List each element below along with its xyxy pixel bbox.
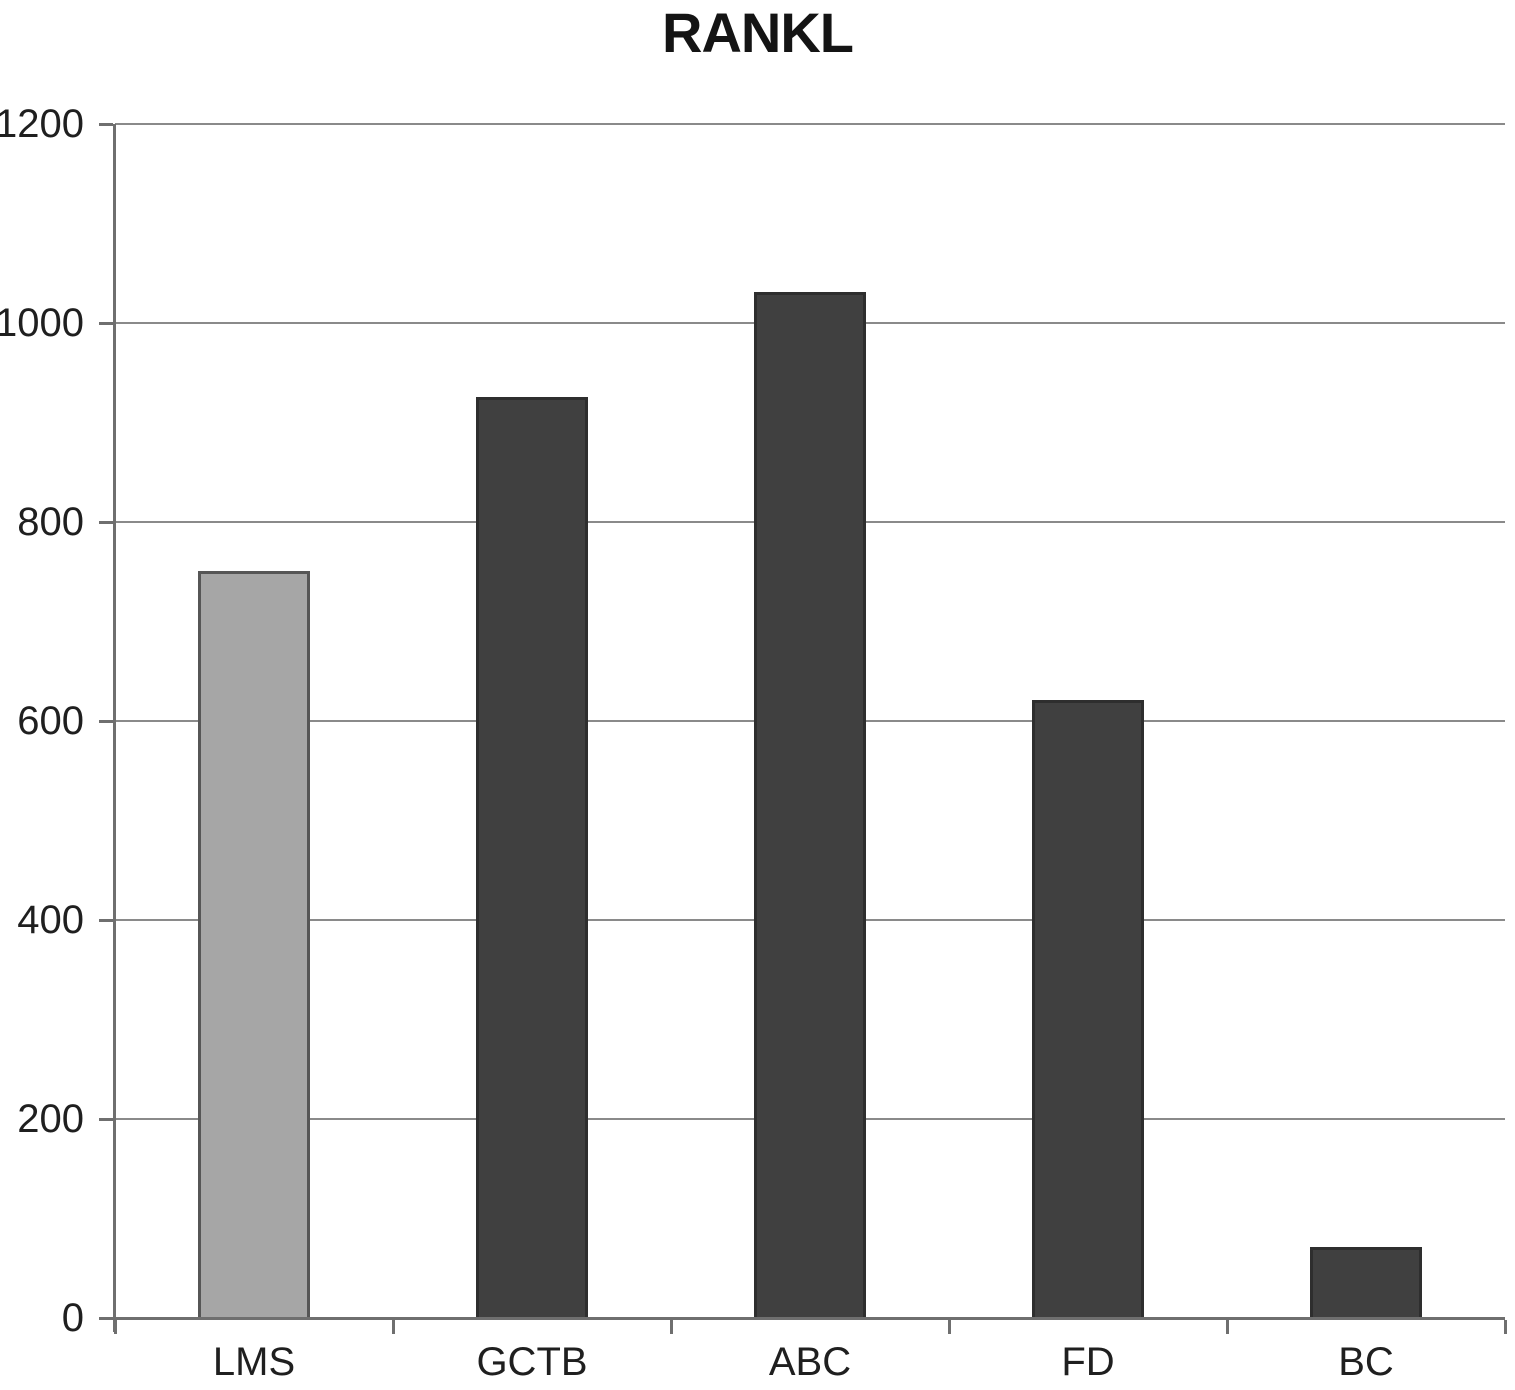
y-axis-tick-1200 [99, 122, 113, 126]
y-axis-tick-200 [99, 1117, 113, 1121]
y-axis-tick-0 [99, 1316, 113, 1320]
bar-LMS [198, 571, 310, 1317]
x-axis-label-GCTB: GCTB [476, 1340, 588, 1384]
x-axis-label-ABC: ABC [768, 1340, 852, 1384]
y-axis-label-600: 600 [17, 699, 84, 743]
bar-ABC [754, 292, 866, 1317]
x-axis-tick-2 [669, 1320, 673, 1334]
y-axis-tick-800 [99, 520, 113, 524]
x-axis-tick-5 [1503, 1320, 1507, 1334]
y-axis-label-800: 800 [17, 500, 84, 544]
y-axis-tick-400 [99, 918, 113, 922]
y-axis-label-0: 0 [61, 1296, 84, 1340]
chart-title: RANKL [662, 1, 854, 64]
y-axis-tick-1000 [99, 321, 113, 325]
y-axis-label-400: 400 [17, 898, 84, 942]
x-axis-tick-1 [391, 1320, 395, 1334]
x-axis-tick-4 [1225, 1320, 1229, 1334]
y-axis-line [113, 124, 116, 1332]
bar-FD [1032, 700, 1144, 1317]
x-axis-line [101, 1317, 1505, 1320]
y-axis-tick-600 [99, 719, 113, 723]
x-axis-label-LMS: LMS [212, 1340, 296, 1384]
bar-GCTB [476, 397, 588, 1317]
y-axis-label-200: 200 [17, 1097, 84, 1141]
y-axis-label-1000: 1000 [0, 301, 84, 345]
x-axis-tick-0 [113, 1320, 117, 1334]
y-axis-label-1200: 1200 [0, 102, 84, 146]
gridline-1200 [115, 123, 1505, 125]
bar-BC [1310, 1247, 1422, 1317]
x-axis-label-BC: BC [1338, 1340, 1394, 1384]
x-axis-label-FD: FD [1061, 1340, 1115, 1384]
plot-area [99, 122, 1507, 1334]
x-axis-tick-3 [947, 1320, 951, 1334]
